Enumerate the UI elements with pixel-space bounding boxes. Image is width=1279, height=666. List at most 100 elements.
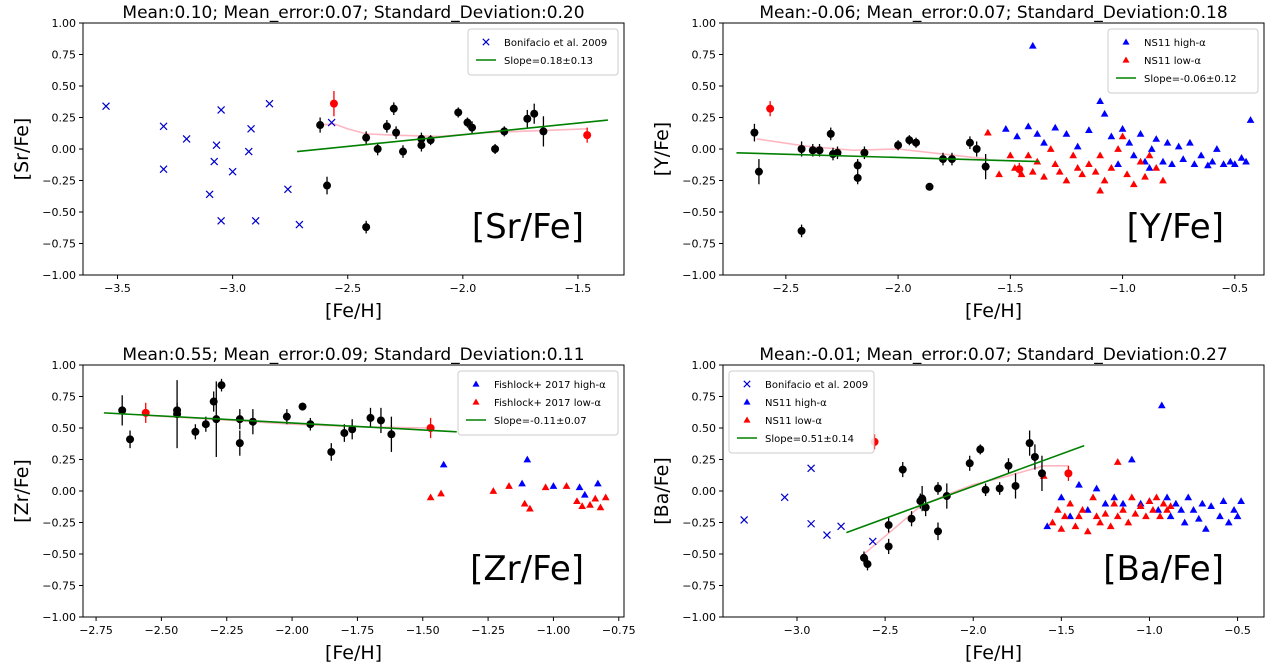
data-point [1147,145,1156,152]
data-point [265,99,274,108]
x-tick-label: −0.75 [602,624,636,637]
x-axis-label: [Fe/H] [965,642,1022,664]
data-point [1152,164,1161,171]
data-point [868,537,877,546]
data-point [1136,157,1145,165]
data-point [468,123,477,132]
data-point [1083,527,1092,535]
data-point [1124,518,1133,526]
data-point [1078,170,1087,178]
legend-label: Slope=0.18±0.13 [504,56,593,67]
y-tick-label: 0.25 [52,112,77,125]
data-point [1216,512,1224,520]
data-point [244,147,253,156]
data-point [340,429,349,438]
x-tick-label: −1.75 [341,624,375,637]
legend-marker [743,416,751,423]
legend-box [457,370,619,436]
data-point [1096,186,1104,194]
data-point [1136,130,1145,137]
data-point [327,118,336,127]
data-point [316,121,325,130]
data-point [853,173,862,182]
data-point [1204,161,1212,169]
legend-label: NS11 high-α [1144,38,1206,49]
data-point [1085,126,1093,133]
chart-title: Mean:0.10; Mean_error:0.07; Standard_Dev… [122,3,584,23]
data-point [1075,512,1083,520]
data-point [1198,499,1207,507]
y-tick-label: −1.00 [682,269,716,282]
x-tick-label: −1.0 [1136,624,1163,637]
data-point [965,138,974,147]
data-point [1118,124,1127,132]
data-point [389,104,398,113]
chart-title: Mean:-0.06; Mean_error:0.07; Standard_De… [759,3,1227,23]
data-point [1154,506,1163,513]
data-point [1064,469,1073,478]
y-tick-label: −0.75 [682,238,716,251]
fit-line [846,444,1085,534]
data-point [1004,461,1013,470]
data-point [884,542,893,551]
data-point [1030,452,1039,461]
data-point [398,147,407,156]
x-tick-label: −1.5 [565,282,592,295]
y-tick-label: 0.75 [52,49,77,62]
y-tick-label: 0.50 [692,422,717,435]
data-point [362,223,371,232]
data-point [1114,145,1122,152]
data-point [1001,124,1010,132]
x-tick-label: −1.5 [997,282,1024,295]
chart-title: Mean:0.55; Mean_error:0.09; Standard_Dev… [122,345,584,365]
series-bonifacio-et-al-2009 [740,464,877,546]
data-point [1145,151,1154,159]
data-point [1194,514,1203,522]
data-point [596,503,605,511]
data-point [863,560,872,569]
series-fishlock-2017-high- [439,455,602,498]
data-point [1219,160,1228,168]
data-point [591,494,600,502]
data-point [780,493,789,502]
data-point [1226,157,1235,165]
data-point [1096,518,1104,526]
data-point [1172,499,1180,507]
data-point [1101,499,1110,507]
data-point [1179,155,1188,162]
data-point [1096,97,1104,105]
data-point [833,148,842,157]
data-point [921,503,930,512]
data-point [562,482,571,489]
data-point [1062,176,1071,184]
data-point [1051,123,1060,131]
data-point [1089,493,1097,501]
data-point [1033,130,1042,137]
data-point [797,226,806,235]
x-tick-label: −2.5 [772,282,799,295]
data-point [933,527,942,536]
data-point [995,484,1004,493]
data-point [995,170,1003,178]
y-tick-label: 0.75 [692,49,717,62]
data-point [823,531,831,540]
data-point [918,494,927,503]
data-point [1046,145,1055,152]
data-point [981,485,990,494]
data-point [1073,164,1082,171]
panel-element-label: [Sr/Fe] [472,207,584,247]
legend-marker [1122,38,1130,45]
data-point [217,381,226,390]
data-point [1189,506,1198,513]
data-point [1230,506,1238,513]
x-tick-label: −3.0 [219,282,246,295]
y-tick-label: 0.75 [52,391,77,404]
data-point [573,497,581,504]
legend-box [1107,28,1259,94]
x-tick-label: −1.25 [471,624,505,637]
data-point [1149,506,1157,513]
data-point [1083,506,1092,513]
panel-element-label: [Y/Fe] [1127,207,1224,247]
data-point [1127,455,1136,463]
series-black-points [118,378,396,461]
